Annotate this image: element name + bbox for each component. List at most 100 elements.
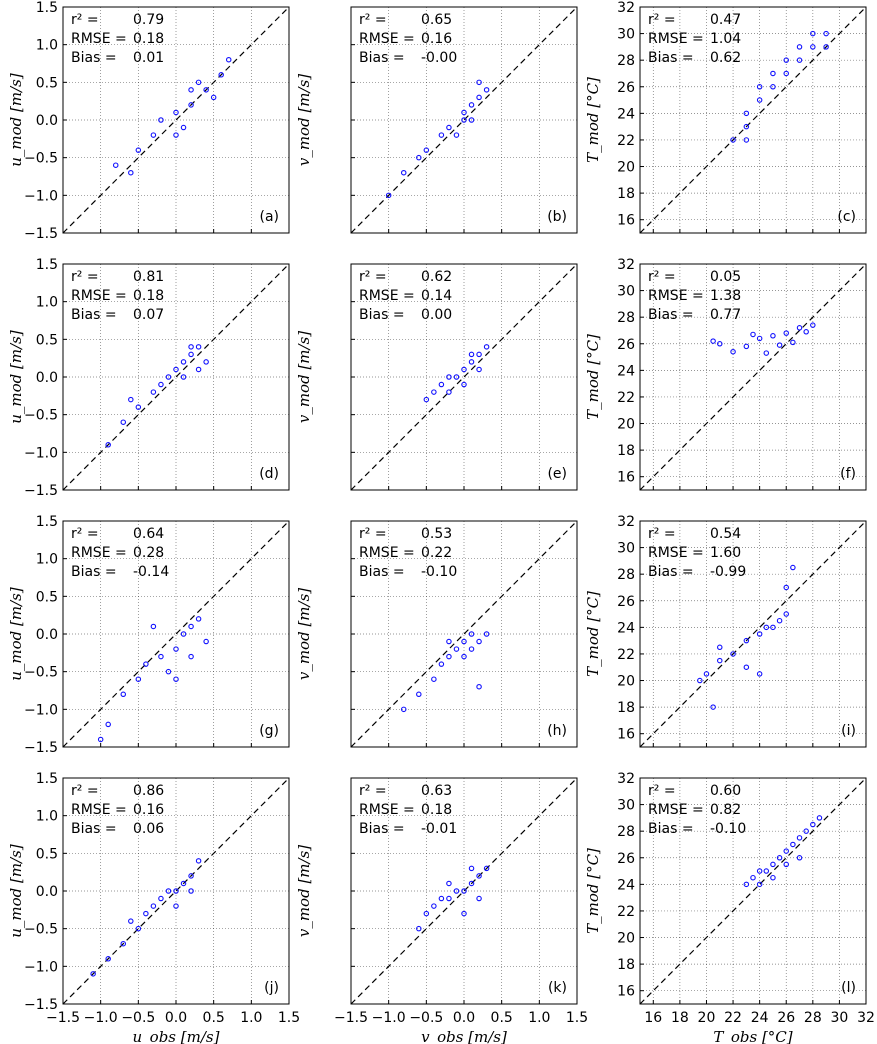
y-tick-label: −0.5 xyxy=(24,408,58,424)
data-point xyxy=(195,366,202,373)
x-tick-label: −1.5 xyxy=(46,1010,80,1026)
y-tick-label: 0.0 xyxy=(36,884,58,900)
x-tick-label: 1.0 xyxy=(240,1010,262,1026)
y-tick-label: 22 xyxy=(617,647,635,663)
data-point xyxy=(770,874,776,881)
one-to-one-line xyxy=(62,777,290,1005)
data-point xyxy=(756,335,763,342)
data-point xyxy=(446,374,452,380)
data-point xyxy=(476,895,482,902)
y-axis-label: T_mod [°C] xyxy=(584,848,602,934)
data-point xyxy=(483,631,490,637)
stat-value: 0.54 xyxy=(710,526,741,542)
x-tick-label: 1.5 xyxy=(566,1010,588,1026)
data-point xyxy=(476,366,482,373)
data-point xyxy=(461,366,467,373)
stat-label: RMSE = xyxy=(71,288,127,304)
data-point xyxy=(438,895,445,902)
y-tick-label: 18 xyxy=(617,957,635,973)
y-tick-label: 18 xyxy=(617,186,635,202)
data-point xyxy=(810,322,816,328)
stat-label: Bias = xyxy=(648,821,694,837)
x-tick-label: 22 xyxy=(724,1010,742,1026)
y-tick-label: 1.5 xyxy=(36,257,58,273)
y-tick-label: 30 xyxy=(617,798,635,814)
data-point xyxy=(173,366,179,373)
stat-label: Bias = xyxy=(648,564,694,580)
one-to-one-line xyxy=(62,520,290,748)
data-point xyxy=(158,381,164,388)
one-to-one-line xyxy=(350,263,578,491)
data-point xyxy=(150,389,157,395)
data-point xyxy=(453,888,460,894)
y-tick-label: 30 xyxy=(617,284,635,300)
data-point xyxy=(730,137,736,143)
data-point xyxy=(776,855,783,861)
data-point xyxy=(150,132,157,138)
x-tick-label: 1.5 xyxy=(278,1010,300,1026)
panel-j: −1.5−1.0−0.50.00.51.01.5−1.5 −1.0 −0.5 0.0 0… xyxy=(7,771,300,1044)
y-axis-label: u_mod [m/s] xyxy=(7,844,25,938)
stat-label: r² = xyxy=(71,783,99,799)
x-tick-label: −0.5 xyxy=(121,1010,155,1026)
panel-e: r² = 0.62 RMSE = 0.14 Bias = 0.00 (e) v_mod [m/… xyxy=(295,263,578,491)
stat-value: -0.10 xyxy=(710,821,746,837)
data-point xyxy=(743,637,750,644)
y-tick-label: −0.5 xyxy=(24,665,58,681)
data-point xyxy=(446,895,452,902)
y-tick-label: 1.5 xyxy=(36,771,58,787)
panel-label: (b) xyxy=(547,209,567,225)
x-tick-label: 0.0 xyxy=(165,1010,187,1026)
data-point xyxy=(476,638,482,645)
stat-label: r² = xyxy=(359,526,387,542)
data-point xyxy=(763,868,770,874)
data-point xyxy=(468,117,475,123)
data-point xyxy=(120,419,127,425)
x-tick-label: 18 xyxy=(671,1010,689,1026)
stat-value: 0.28 xyxy=(133,545,164,561)
one-to-one-line xyxy=(350,6,578,234)
data-point xyxy=(743,110,750,117)
stat-value: 0.53 xyxy=(421,526,452,542)
y-tick-label: 0.5 xyxy=(36,332,58,348)
y-tick-label: 20 xyxy=(617,931,635,947)
stat-label: r² = xyxy=(71,526,99,542)
data-point xyxy=(180,880,187,887)
x-tick-label: 16 xyxy=(644,1010,662,1026)
data-point xyxy=(180,359,187,365)
y-tick-label: 32 xyxy=(617,514,635,530)
data-point xyxy=(112,162,119,168)
y-tick-label: 20 xyxy=(617,417,635,433)
y-axis-label: T_mod [°C] xyxy=(584,77,602,163)
data-point xyxy=(188,344,194,350)
stat-value: 0.64 xyxy=(133,526,164,542)
x-axis-label: u_obs [m/s] xyxy=(133,1028,220,1044)
data-point xyxy=(743,664,750,670)
data-point xyxy=(796,44,803,50)
data-point xyxy=(810,821,816,828)
y-tick-label: 24 xyxy=(617,877,635,893)
data-point xyxy=(188,102,194,108)
data-point xyxy=(173,903,179,909)
data-point xyxy=(143,910,149,917)
x-tick-label: −1.0 xyxy=(84,1010,118,1026)
axes-frame xyxy=(639,6,867,234)
data-point xyxy=(756,881,763,888)
data-point xyxy=(128,396,134,403)
y-tick-label: 32 xyxy=(617,257,635,273)
data-point xyxy=(173,646,179,652)
y-tick-label: 20 xyxy=(617,160,635,176)
stat-label: r² = xyxy=(359,783,387,799)
y-axis-label: u_mod [m/s] xyxy=(7,587,25,681)
data-point xyxy=(796,57,803,63)
data-point xyxy=(97,736,104,743)
data-point xyxy=(128,918,134,924)
y-tick-label: 0.5 xyxy=(36,846,58,862)
data-point xyxy=(750,331,756,338)
data-point xyxy=(776,342,783,348)
panel-k: −1.5 −1.0 −0.5 0.0 0.5 1.0 1.5 r² = 0.63 RMSE = 0.… xyxy=(295,777,588,1044)
data-point xyxy=(173,676,179,682)
data-point xyxy=(803,828,809,834)
data-point xyxy=(453,132,460,138)
